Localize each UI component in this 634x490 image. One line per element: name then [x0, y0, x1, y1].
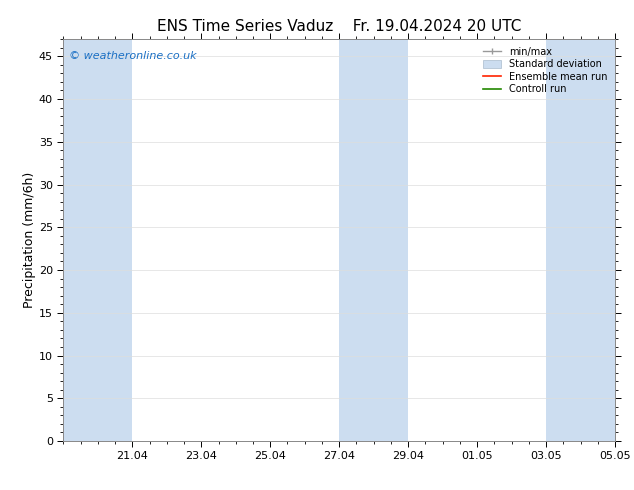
Bar: [339, 39, 408, 441]
Text: © weatheronline.co.uk: © weatheronline.co.uk: [69, 51, 197, 61]
Bar: [546, 39, 615, 441]
Legend: min/max, Standard deviation, Ensemble mean run, Controll run: min/max, Standard deviation, Ensemble me…: [481, 44, 610, 97]
Y-axis label: Precipitation (mm/6h): Precipitation (mm/6h): [23, 172, 36, 308]
Bar: [63, 39, 133, 441]
Title: ENS Time Series Vaduz    Fr. 19.04.2024 20 UTC: ENS Time Series Vaduz Fr. 19.04.2024 20 …: [157, 19, 521, 34]
